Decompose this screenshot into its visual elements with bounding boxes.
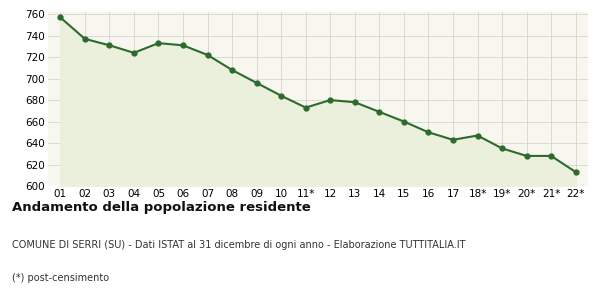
Text: (*) post-censimento: (*) post-censimento [12,273,109,283]
Text: COMUNE DI SERRI (SU) - Dati ISTAT al 31 dicembre di ogni anno - Elaborazione TUT: COMUNE DI SERRI (SU) - Dati ISTAT al 31 … [12,240,466,250]
Text: Andamento della popolazione residente: Andamento della popolazione residente [12,201,311,214]
